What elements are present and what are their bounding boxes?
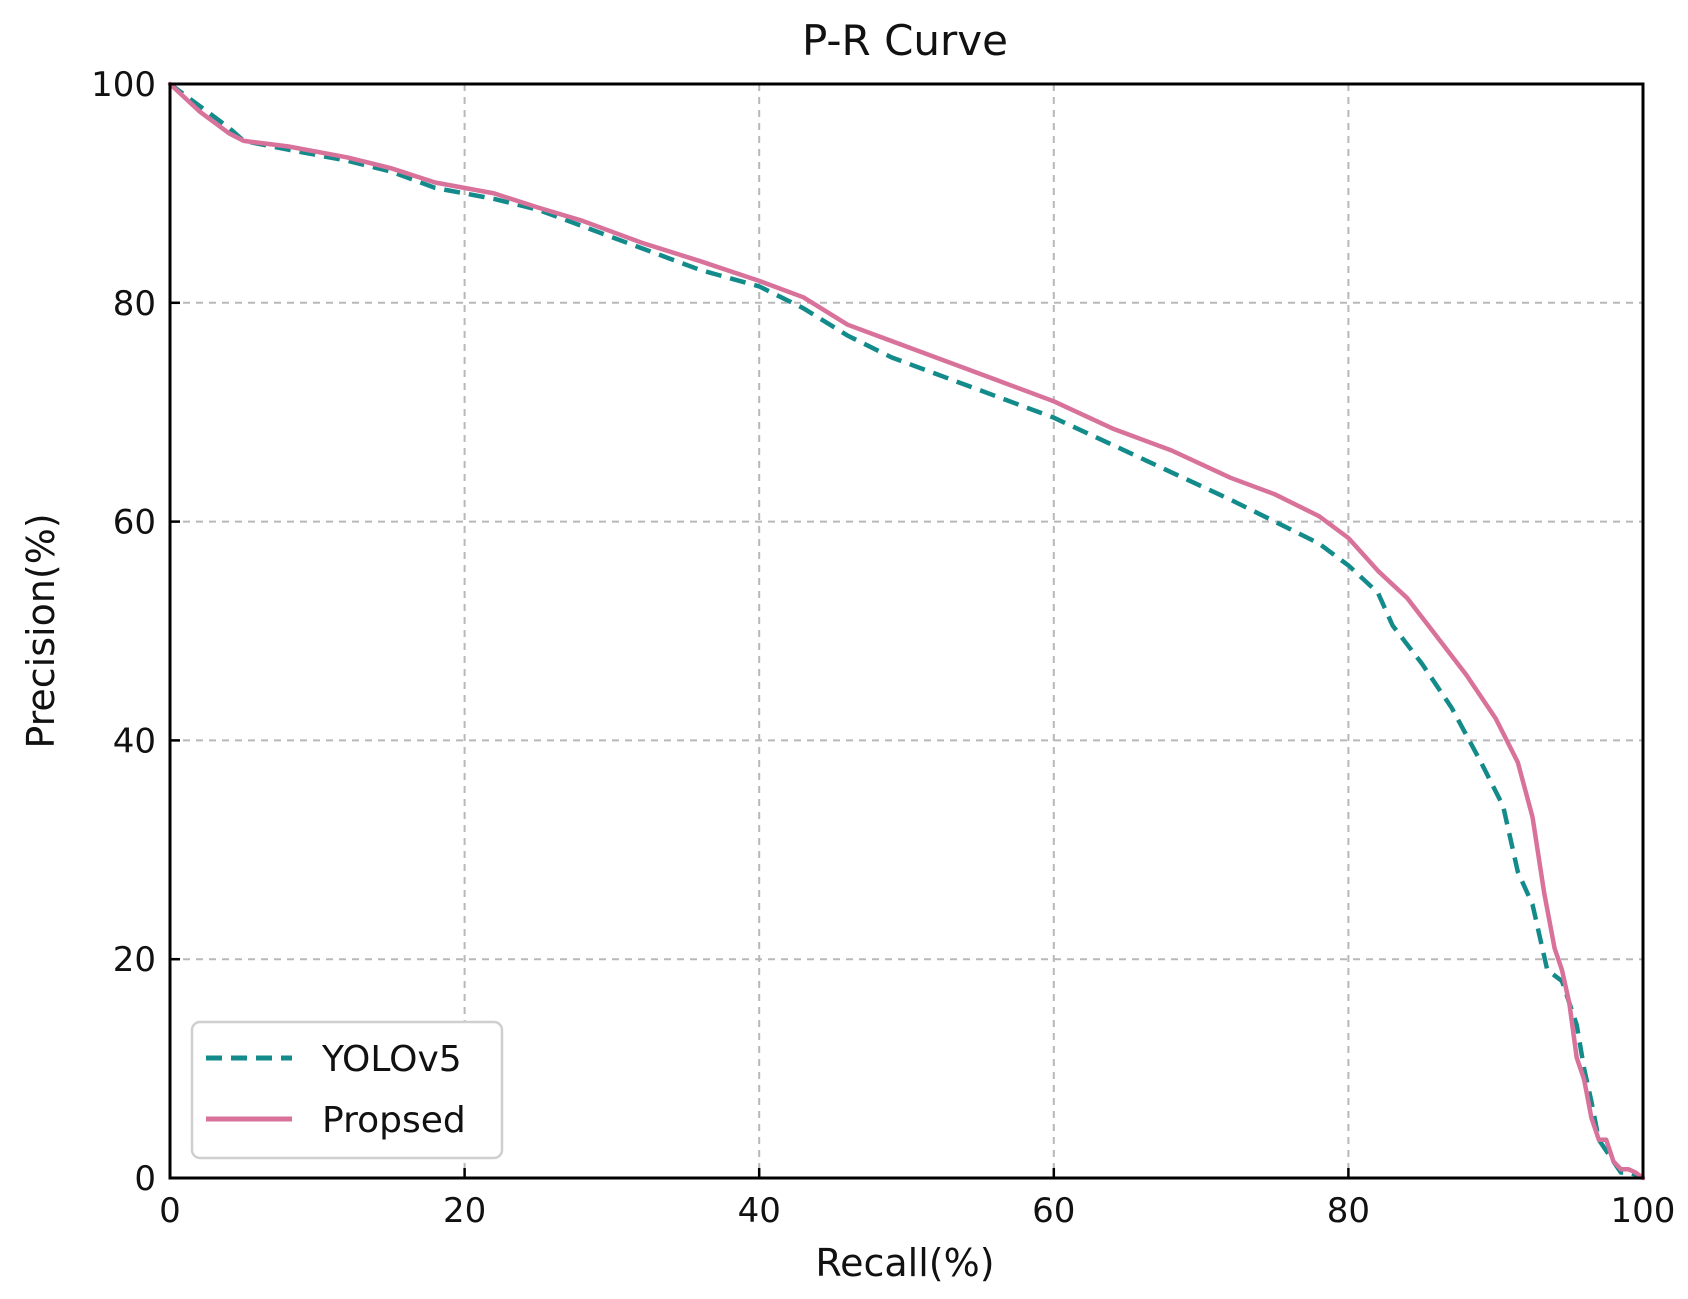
chart-title: P-R Curve <box>802 16 1008 65</box>
x-tick-label: 80 <box>1327 1191 1370 1231</box>
x-tick-label: 60 <box>1032 1191 1075 1231</box>
x-tick-label: 20 <box>443 1191 486 1231</box>
plot-frame <box>168 82 1645 1180</box>
grid-lines <box>170 84 1643 1178</box>
y-tick-label: 0 <box>134 1159 156 1199</box>
y-tick-label: 40 <box>113 721 156 761</box>
x-tick-label: 0 <box>159 1191 181 1231</box>
y-axis-label: Precision(%) <box>19 513 63 748</box>
y-tick-label: 80 <box>113 284 156 324</box>
y-tick-label: 100 <box>91 65 156 105</box>
axis-ticks: 0 20 40 60 80 100 0 20 40 60 80 100 <box>91 65 1675 1231</box>
x-tick-label: 100 <box>1611 1191 1676 1231</box>
y-tick-label: 20 <box>113 940 156 980</box>
legend: YOLOv5 Propsed <box>190 1020 504 1160</box>
series-line-yolov5 <box>168 82 1644 1181</box>
series-lines <box>167 81 1646 1181</box>
y-tick-label: 60 <box>113 503 156 543</box>
series-line-propsed <box>167 81 1646 1181</box>
legend-label-yolov5: YOLOv5 <box>321 1039 462 1080</box>
x-tick-label: 40 <box>738 1191 781 1231</box>
x-axis-label: Recall(%) <box>815 1241 994 1285</box>
legend-label-propsed: Propsed <box>322 1100 466 1141</box>
